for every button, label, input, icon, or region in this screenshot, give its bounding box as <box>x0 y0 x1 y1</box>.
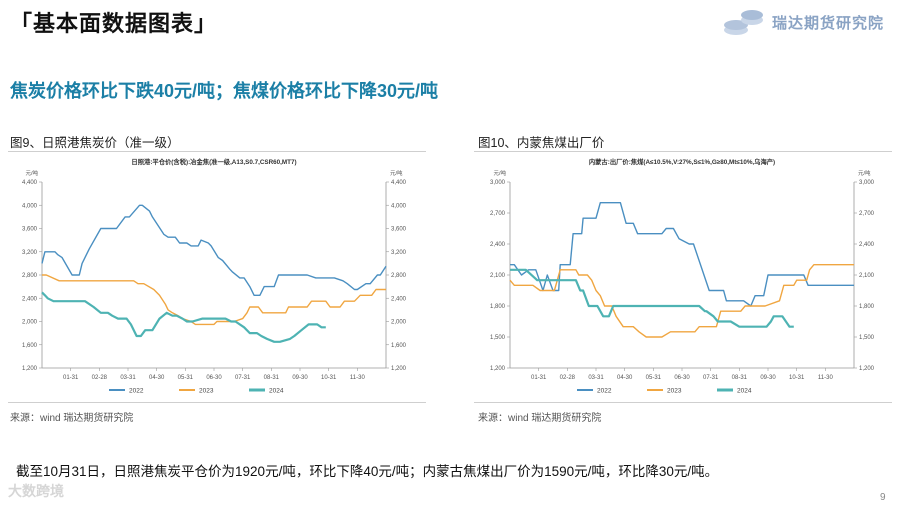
x-tick-label: 08-31 <box>732 375 748 381</box>
y-tick-label-right: 1,200 <box>391 366 407 372</box>
unit-left: 元/吨 <box>25 169 38 177</box>
x-tick-label: 07-31 <box>235 375 251 381</box>
series-line-2022 <box>41 204 387 297</box>
y-tick-label: 3,200 <box>22 250 38 256</box>
x-tick-label: 07-31 <box>703 375 719 381</box>
y-tick-label: 2,800 <box>22 273 38 279</box>
x-tick-label: 11-30 <box>818 375 834 381</box>
x-tick-label: 01-31 <box>531 375 547 381</box>
x-tick-label: 01-31 <box>63 375 79 381</box>
y-tick-label: 2,400 <box>22 296 38 302</box>
x-tick-label: 03-31 <box>120 375 136 381</box>
y-tick-label-right: 3,600 <box>391 227 407 233</box>
unit-right: 元/吨 <box>858 169 871 177</box>
x-tick-label: 02-28 <box>560 375 576 381</box>
y-tick-label-right: 2,100 <box>859 273 875 279</box>
series-line-2022 <box>510 202 854 307</box>
series-line-2023 <box>42 274 386 326</box>
y-tick-label: 3,000 <box>490 180 506 186</box>
y-tick-label-right: 3,000 <box>859 180 875 186</box>
x-tick-label: 08-31 <box>264 375 280 381</box>
x-tick-label: 03-31 <box>588 375 604 381</box>
y-tick-label: 1,200 <box>22 366 38 372</box>
y-tick-label-right: 1,800 <box>859 304 875 310</box>
x-tick-label: 02-28 <box>92 375 108 381</box>
chart-title: 日照港:平仓价(含税):冶金焦(准一级,A13,S0.7,CSR60,MT7) <box>131 157 296 166</box>
y-tick-label-right: 2,700 <box>859 211 875 217</box>
x-tick-label: 04-30 <box>617 375 633 381</box>
x-tick-label: 06-30 <box>206 375 222 381</box>
y-tick-label-right: 2,800 <box>391 273 407 279</box>
y-tick-label: 2,100 <box>490 273 506 279</box>
x-tick-label: 10-31 <box>321 375 337 381</box>
y-tick-label: 4,000 <box>22 203 38 209</box>
series-line-2024 <box>41 291 326 343</box>
y-tick-label-right: 2,000 <box>391 320 407 326</box>
x-tick-label: 04-30 <box>149 375 165 381</box>
brand-logo-icon <box>724 10 763 35</box>
x-tick-label: 06-30 <box>674 375 690 381</box>
y-tick-label-right: 4,000 <box>391 203 407 209</box>
unit-right: 元/吨 <box>390 169 403 177</box>
watermark: 大数跨境 <box>8 483 64 499</box>
y-tick-label-right: 1,600 <box>391 343 407 349</box>
y-tick-label: 3,600 <box>22 227 38 233</box>
panel-title-right: 图10、内蒙焦煤出厂价 <box>478 136 605 150</box>
y-tick-label-right: 2,400 <box>391 296 407 302</box>
y-tick-label-right: 4,400 <box>391 180 407 186</box>
y-tick-label-right: 1,500 <box>859 335 875 341</box>
y-tick-label-right: 1,200 <box>859 366 875 372</box>
y-tick-label: 1,200 <box>490 366 506 372</box>
coke-price-chart: 日照港:平仓价(含税):冶金焦(准一级,A13,S0.7,CSR60,MT7) 元… <box>22 157 407 395</box>
y-tick-label: 2,000 <box>22 320 38 326</box>
chart-title: 内蒙古:出厂价:焦煤(A≤10.5%,V:27%,S≤1%,G≥80,Mt≤10… <box>589 157 775 166</box>
legend-label-2024: 2024 <box>269 388 284 395</box>
x-tick-label: 09-30 <box>760 375 776 381</box>
y-tick-label: 1,600 <box>22 343 38 349</box>
page-number: 9 <box>880 492 886 503</box>
x-tick-label: 11-30 <box>350 375 366 381</box>
y-tick-label-right: 3,200 <box>391 250 407 256</box>
series-line-2024 <box>510 268 794 328</box>
x-tick-label: 05-31 <box>178 375 194 381</box>
series-line-2023 <box>509 263 854 338</box>
headline: 焦炭价格环比下跌40元/吨；焦煤价格环比下降30元/吨 <box>10 81 439 101</box>
brand-name: 瑞达期货研究院 <box>772 15 885 32</box>
x-tick-label: 05-31 <box>646 375 662 381</box>
slide-title: 「基本面数据图表」 <box>10 11 218 36</box>
legend-label-2022: 2022 <box>129 388 144 395</box>
panel-title-left: 图9、日照港焦炭价（准一级） <box>10 136 180 150</box>
unit-left: 元/吨 <box>493 169 506 177</box>
y-tick-label: 2,400 <box>490 242 506 248</box>
source-left: 来源：wind 瑞达期货研究院 <box>10 413 134 424</box>
coking-coal-price-chart: 内蒙古:出厂价:焦煤(A≤10.5%,V:27%,S≤1%,G≥80,Mt≤10… <box>490 157 875 395</box>
legend-label-2023: 2023 <box>667 388 682 395</box>
panel-rule-left <box>8 151 426 152</box>
panel-rule-right <box>474 151 892 152</box>
source-rule-left <box>8 402 426 403</box>
x-tick-label: 09-30 <box>292 375 308 381</box>
y-tick-label: 1,500 <box>490 335 506 341</box>
source-right: 来源：wind 瑞达期货研究院 <box>478 413 602 424</box>
y-tick-label-right: 2,400 <box>859 242 875 248</box>
summary-text: 截至10月31日，日照港焦炭平仓价为1920元/吨，环比下降40元/吨；内蒙古焦… <box>16 464 719 479</box>
y-tick-label: 2,700 <box>490 211 506 217</box>
source-rule-right <box>474 402 892 403</box>
x-tick-label: 10-31 <box>789 375 805 381</box>
y-tick-label: 4,400 <box>22 180 38 186</box>
legend-label-2023: 2023 <box>199 388 214 395</box>
y-tick-label: 1,800 <box>490 304 506 310</box>
legend-label-2024: 2024 <box>737 388 752 395</box>
legend-label-2022: 2022 <box>597 388 612 395</box>
